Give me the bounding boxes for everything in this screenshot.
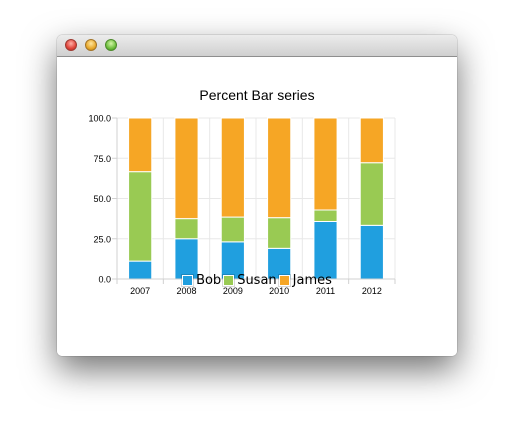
legend-swatch [181, 274, 195, 287]
bar-james-2009 [220, 117, 245, 218]
legend-swatch [222, 274, 236, 287]
bar-bob-2012 [359, 224, 384, 280]
bar-susan-2008 [174, 218, 199, 240]
bar-bob-2011 [313, 221, 338, 280]
legend-item-susan: Susan [222, 273, 277, 288]
x-tick-label: 2012 [362, 286, 382, 296]
chart-view [57, 57, 457, 356]
bar-susan-2007 [128, 171, 153, 262]
bar-james-2008 [174, 117, 199, 220]
y-tick-label: 75.0 [93, 154, 111, 164]
zoom-button[interactable] [105, 39, 117, 51]
y-tick-label: 0.0 [98, 275, 111, 285]
bar-james-2012 [359, 117, 384, 164]
legend-label: James [292, 273, 332, 288]
chart-title: Percent Bar series [199, 87, 314, 103]
bar-james-2011 [313, 117, 338, 211]
x-tick-label: 2007 [130, 286, 150, 296]
bar-susan-2010 [267, 217, 292, 249]
bar-susan-2012 [359, 162, 384, 226]
legend-item-bob: Bob [181, 273, 222, 288]
close-button[interactable] [65, 39, 77, 51]
x-tick-label: 2011 [316, 286, 335, 296]
y-tick-label: 25.0 [93, 234, 111, 244]
bar-susan-2009 [220, 216, 245, 243]
y-tick-label: 100.0 [88, 114, 111, 124]
title-bar[interactable] [57, 35, 457, 57]
bar-james-2007 [128, 117, 153, 173]
legend: Bob Susan James [0, 273, 514, 288]
x-tick-label: 2010 [269, 286, 289, 296]
bar-james-2010 [267, 117, 292, 219]
minimize-button[interactable] [85, 39, 97, 51]
x-tick-label: 2009 [223, 286, 243, 296]
axes-group: 0.0 25.0 50.0 75.0 100.0 2007 2008 2009 2010 2011… [88, 114, 396, 296]
legend-label: Susan [237, 273, 277, 288]
bars-group [128, 117, 384, 280]
legend-item-james: James [277, 273, 332, 288]
legend-swatch [277, 274, 291, 287]
legend-label: Bob [196, 273, 222, 288]
x-tick-label: 2008 [176, 286, 196, 296]
y-tick-label: 50.0 [93, 194, 111, 204]
bar-susan-2011 [313, 209, 338, 222]
grid-lines [116, 117, 396, 280]
app-window [57, 35, 457, 356]
